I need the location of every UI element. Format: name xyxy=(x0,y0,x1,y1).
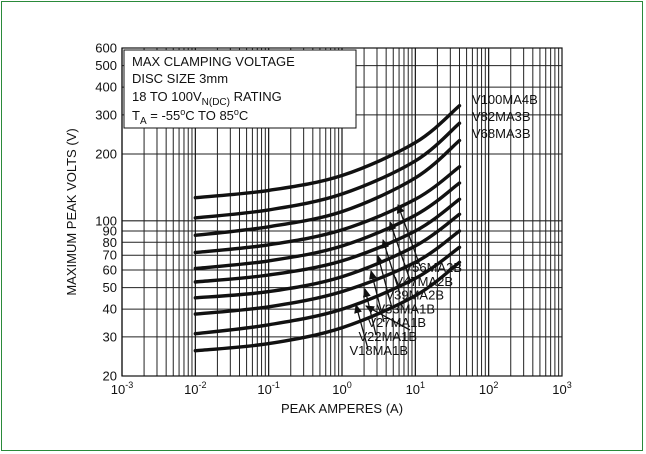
curve-v82ma3b xyxy=(193,121,462,220)
x-tick-label: 102 xyxy=(479,380,498,397)
x-tick-label: 10-2 xyxy=(184,380,206,397)
y-tick-label: 200 xyxy=(95,146,117,161)
info-box-background xyxy=(123,49,357,129)
label-leader-arrow xyxy=(369,270,385,323)
label-leader-arrow xyxy=(381,239,401,295)
series-label-v82ma3b: V82MA3B xyxy=(472,109,531,124)
curve-v100ma4b xyxy=(193,104,462,200)
x-tick-label: 101 xyxy=(406,380,425,397)
label-leader-arrow xyxy=(365,305,411,331)
y-tick-label: 400 xyxy=(95,80,117,95)
curve-v56ma2b xyxy=(193,165,462,255)
y-tick-label: 40 xyxy=(103,302,117,317)
y-tick-label: 600 xyxy=(95,41,117,56)
info-line-4: TA = -55oC TO 85oC xyxy=(132,107,248,127)
curve-v47ma2b xyxy=(193,181,462,271)
y-tick-label: 60 xyxy=(103,263,117,278)
y-tick-label: 20 xyxy=(103,369,117,384)
y-tick-label: 30 xyxy=(103,329,117,344)
series-label-v18ma1b: V18MA1B xyxy=(349,343,408,358)
x-axis-label: PEAK AMPERES (A) xyxy=(281,401,403,416)
y-tick-label: 300 xyxy=(95,107,117,122)
series-label-v47ma2b: V47MA2B xyxy=(394,274,453,289)
info-box: MAX CLAMPING VOLTAGE DISC SIZE 3mm 18 TO 1… xyxy=(123,49,357,129)
series-label-v56ma2b: V56MA2B xyxy=(403,260,462,275)
curve-v33ma1b xyxy=(193,212,462,300)
x-tick-label: 10-3 xyxy=(111,380,133,397)
y-tick-label: 50 xyxy=(103,280,117,295)
y-axis-label: MAXIMUM PEAK VOLTS (V) xyxy=(64,128,79,295)
series-label-v39ma2b: V39MA2B xyxy=(385,288,444,303)
series-label-v33ma1b: V33MA1B xyxy=(376,301,435,316)
curve-v68ma3b xyxy=(193,138,462,237)
curve-v22ma1b xyxy=(193,245,462,336)
x-tick-label: 10-1 xyxy=(257,380,279,397)
y-tick-label: 70 xyxy=(103,248,117,263)
x-tick-label: 103 xyxy=(552,380,571,397)
series-label-v68ma3b: V68MA3B xyxy=(472,126,531,141)
info-line-3: 18 TO 100VN(DC) RATING xyxy=(132,89,282,108)
series-label-v22ma1b: V22MA1B xyxy=(358,329,417,344)
curve-v18ma1b xyxy=(193,260,462,353)
curve-v39ma2b xyxy=(193,197,462,284)
curve-v27ma1b xyxy=(193,229,462,316)
label-leader-arrow xyxy=(376,255,393,309)
info-line-2: DISC SIZE 3mm xyxy=(132,71,228,86)
x-tick-label: 100 xyxy=(332,380,351,397)
y-tick-label: 500 xyxy=(95,58,117,73)
y-tick-label: 100 xyxy=(95,213,117,228)
label-leader-arrow xyxy=(396,204,421,267)
y-tick-label: 90 xyxy=(103,223,117,238)
y-tick-label: 80 xyxy=(103,235,117,250)
plot-border xyxy=(121,47,563,377)
label-leader-arrow xyxy=(354,304,369,350)
label-leader-arrow xyxy=(388,221,411,281)
info-line-1: MAX CLAMPING VOLTAGE xyxy=(132,54,295,69)
series-label-v100ma4b: V100MA4B xyxy=(472,92,538,107)
